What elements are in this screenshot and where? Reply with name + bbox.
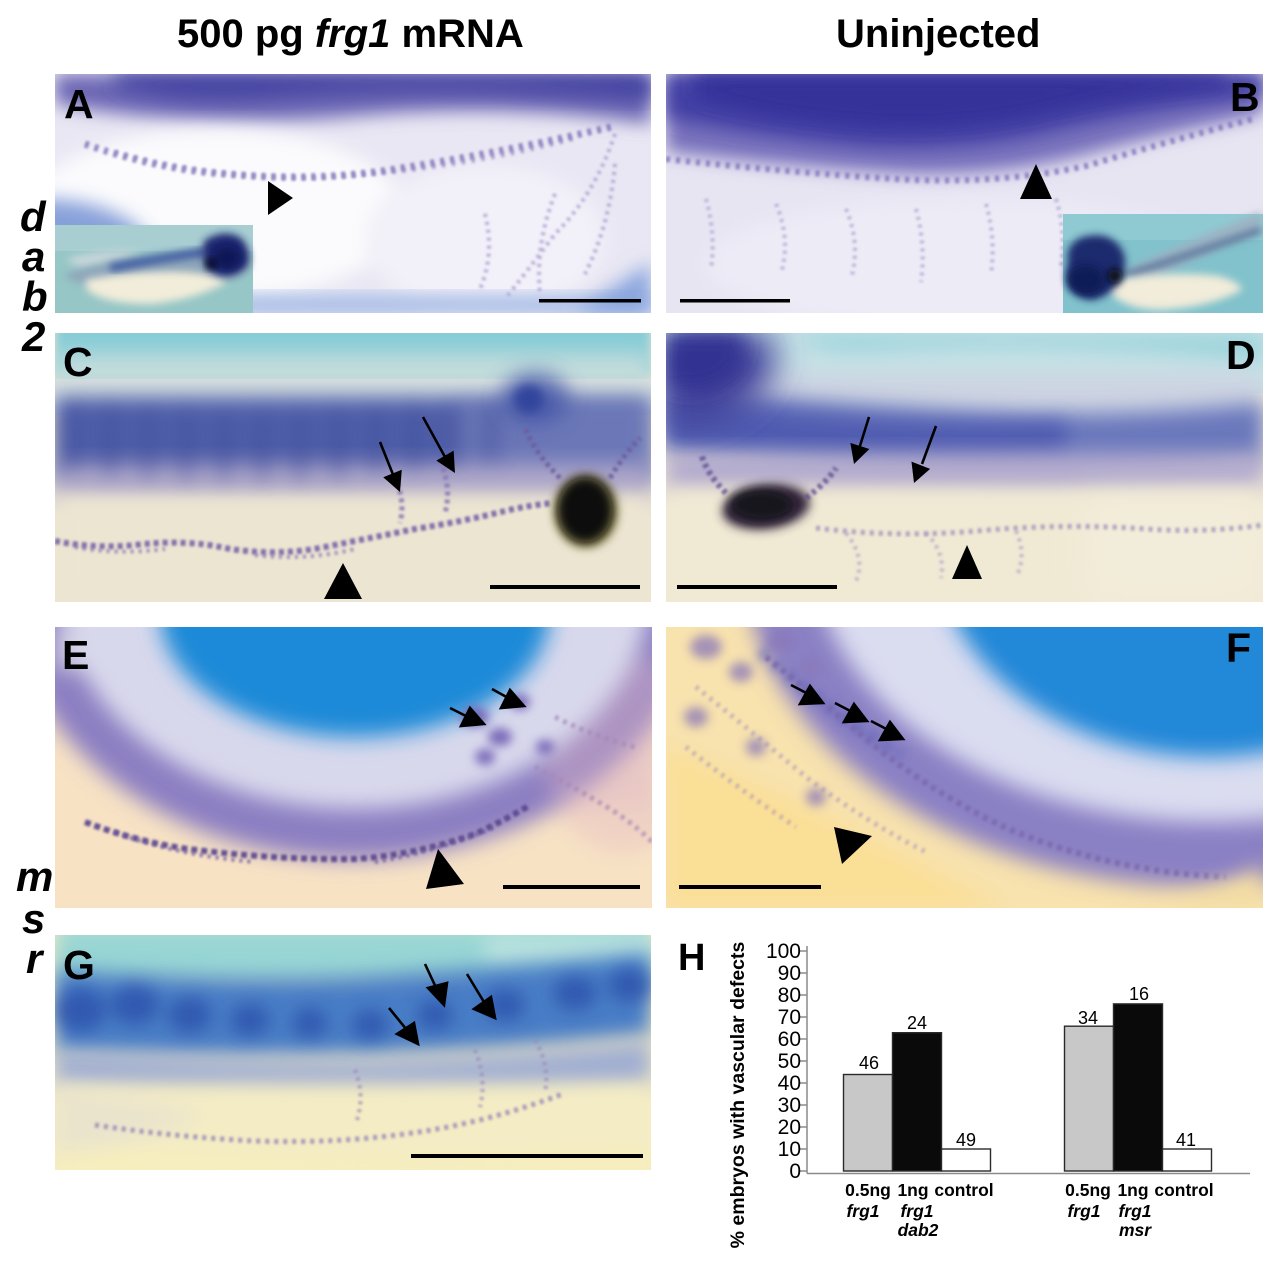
svg-text:10: 10 [778,1138,801,1161]
svg-text:100: 100 [766,940,801,963]
svg-text:dab2: dab2 [898,1220,939,1240]
svg-text:90: 90 [778,962,801,985]
svg-text:E: E [62,632,89,678]
svg-text:B: B [1230,74,1260,120]
svg-text:60: 60 [778,1028,801,1051]
svg-text:46: 46 [859,1053,879,1073]
svg-text:D: D [1226,333,1256,378]
svg-text:0.5ng: 0.5ng [845,1180,891,1200]
svg-text:70: 70 [778,1006,801,1029]
svg-text:frg1: frg1 [1067,1201,1100,1221]
svg-text:49: 49 [956,1130,976,1150]
svg-text:frg1: frg1 [900,1201,933,1221]
svg-text:control: control [934,1180,993,1200]
svg-text:50: 50 [778,1050,801,1073]
svg-text:0.5ng: 0.5ng [1065,1180,1111,1200]
svg-text:msr: msr [1119,1220,1152,1240]
svg-text:1ng: 1ng [897,1180,928,1200]
svg-text:1ng: 1ng [1117,1180,1148,1200]
svg-text:F: F [1226,627,1251,671]
svg-text:24: 24 [907,1013,927,1033]
svg-text:frg1: frg1 [846,1201,879,1221]
svg-text:A: A [64,81,94,127]
svg-text:C: C [63,339,93,385]
svg-text:80: 80 [778,984,801,1007]
svg-text:0: 0 [789,1160,801,1183]
svg-text:G: G [63,942,95,988]
svg-text:34: 34 [1078,1008,1098,1028]
svg-text:16: 16 [1129,984,1149,1004]
svg-text:20: 20 [778,1116,801,1139]
svg-text:40: 40 [778,1072,801,1095]
svg-text:41: 41 [1176,1130,1196,1150]
svg-text:control: control [1154,1180,1213,1200]
svg-text:30: 30 [778,1094,801,1117]
svg-text:frg1: frg1 [1118,1201,1151,1221]
svg-text:% embryos with vascular defect: % embryos with vascular defects [727,941,749,1248]
svg-text:H: H [678,937,705,979]
